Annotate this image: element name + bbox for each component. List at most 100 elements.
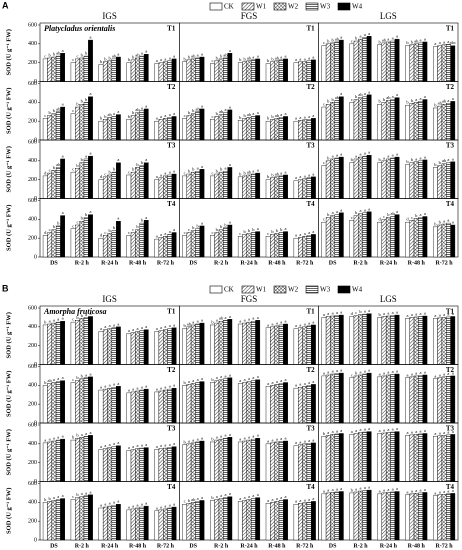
- bar: [437, 165, 443, 199]
- row-label: T3: [306, 425, 315, 433]
- significance-letter: b: [267, 116, 270, 121]
- significance-letter: b: [100, 59, 103, 64]
- significance-letter: c: [211, 58, 213, 63]
- bar: [47, 115, 52, 141]
- bar: [390, 157, 396, 199]
- significance-letter: a: [128, 504, 130, 509]
- significance-letter: a: [53, 318, 55, 323]
- significance-letter: a: [392, 94, 394, 99]
- bar: [366, 313, 372, 365]
- bar: [311, 234, 316, 258]
- significance-letter: b: [415, 213, 418, 218]
- bar: [450, 434, 456, 482]
- significance-letter: b: [379, 312, 382, 317]
- bar: [70, 113, 76, 141]
- significance-letter: b: [379, 99, 382, 104]
- significance-letter: a: [164, 385, 166, 390]
- bar: [47, 383, 52, 424]
- significance-letter: a: [117, 52, 119, 57]
- bar: [381, 219, 387, 258]
- significance-letter: a: [197, 496, 199, 501]
- significance-letter: a: [57, 376, 59, 381]
- significance-letter: a: [392, 487, 394, 492]
- bar: [182, 504, 187, 541]
- bar: [115, 326, 121, 365]
- significance-letter: a: [383, 311, 385, 316]
- significance-letter: a: [244, 436, 246, 441]
- x-tick-label: R-2 h: [75, 543, 90, 549]
- significance-letter: a: [308, 114, 310, 119]
- significance-letter: a: [327, 311, 329, 316]
- bar: [409, 103, 415, 141]
- legend-label: W1: [256, 3, 267, 11]
- bar: [186, 384, 192, 424]
- bar: [158, 62, 164, 82]
- bar: [311, 59, 316, 82]
- row-label: T2: [446, 366, 455, 374]
- significance-letter: a: [304, 321, 306, 326]
- significance-letter: b: [81, 216, 84, 221]
- significance-letter: c: [323, 217, 325, 222]
- significance-letter: b: [239, 57, 242, 62]
- y-tick-label: 200: [28, 60, 37, 66]
- significance-letter: c: [184, 170, 186, 175]
- significance-letter: a: [201, 103, 203, 108]
- bar: [432, 495, 438, 541]
- significance-letter: a: [332, 210, 334, 215]
- bar: [330, 373, 335, 424]
- bar: [283, 382, 288, 424]
- significance-letter: a: [156, 234, 158, 239]
- significance-letter: a: [141, 325, 143, 330]
- bar: [338, 433, 344, 482]
- bar: [311, 384, 316, 424]
- bar: [227, 167, 233, 199]
- significance-letter: b: [351, 487, 354, 492]
- bar: [311, 442, 316, 482]
- significance-letter: c: [211, 170, 213, 175]
- significance-letter: b: [271, 114, 274, 119]
- significance-letter: a: [420, 212, 422, 217]
- significance-letter: a: [447, 371, 449, 376]
- bar: [450, 493, 456, 541]
- species-name: Platycladus orientalis: [44, 24, 115, 33]
- bar: [250, 173, 256, 199]
- bar: [441, 223, 447, 258]
- significance-letter: c: [104, 230, 106, 235]
- y-axis-label: SOD (U g⁻¹ FW): [5, 146, 12, 192]
- significance-letter: a: [368, 150, 370, 155]
- significance-letter: a: [327, 487, 329, 492]
- bar: [325, 104, 331, 141]
- significance-letter: a: [252, 375, 254, 380]
- significance-letter: b: [327, 155, 330, 160]
- bar: [88, 96, 93, 141]
- significance-letter: a: [267, 381, 269, 386]
- significance-letter: a: [252, 54, 254, 59]
- significance-letter: a: [424, 36, 426, 41]
- significance-letter: a: [434, 490, 436, 495]
- significance-letter: a: [257, 53, 259, 58]
- significance-letter: b: [128, 114, 131, 119]
- significance-letter: a: [452, 156, 454, 161]
- bar: [227, 109, 233, 141]
- significance-letter: b: [411, 157, 414, 162]
- significance-letter: a: [145, 215, 147, 220]
- bar: [47, 57, 52, 82]
- significance-letter: a: [407, 372, 409, 377]
- significance-letter: c: [323, 40, 325, 45]
- bar: [111, 504, 117, 541]
- y-tick-label: 200: [28, 519, 37, 525]
- bar: [195, 382, 200, 424]
- significance-letter: a: [128, 387, 130, 392]
- y-tick-label: 600: [28, 81, 37, 87]
- significance-letter: c: [355, 310, 357, 315]
- bar: [237, 383, 243, 424]
- significance-letter: a: [145, 501, 147, 506]
- significance-letter: a: [197, 319, 199, 324]
- significance-letter: a: [229, 314, 231, 319]
- significance-letter: a: [424, 370, 426, 375]
- bar: [441, 435, 447, 482]
- significance-letter: a: [229, 48, 231, 53]
- significance-letter: a: [62, 493, 64, 498]
- significance-letter: a: [447, 488, 449, 493]
- significance-letter: a: [113, 441, 115, 446]
